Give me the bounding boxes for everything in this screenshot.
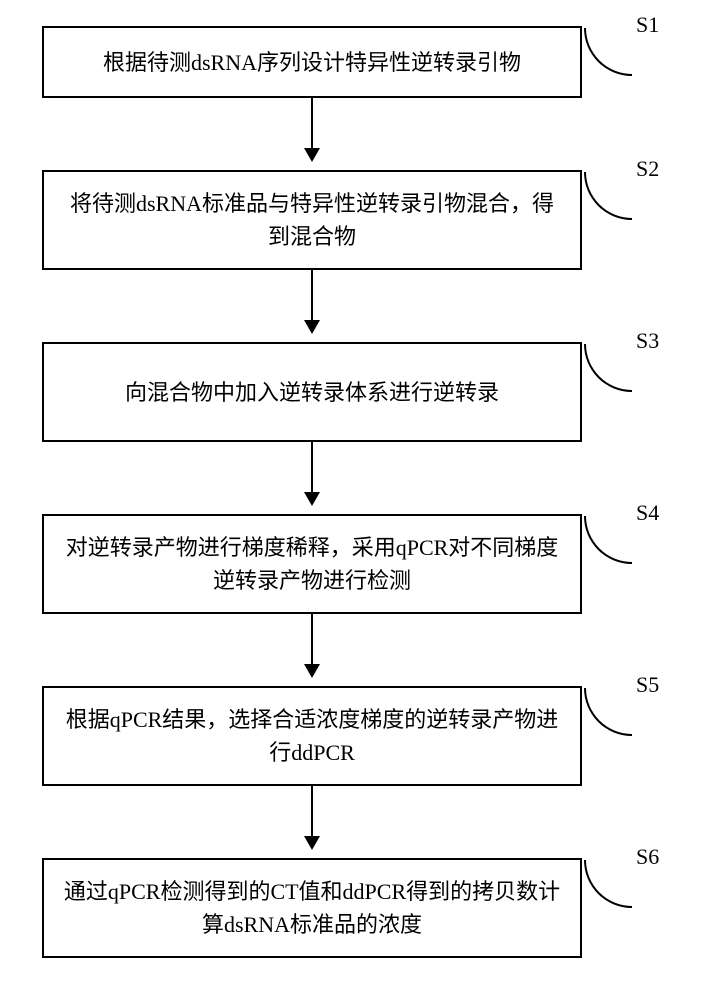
- arrow-5-6: [311, 786, 313, 848]
- step-box-s5: 根据qPCR结果，选择合适浓度梯度的逆转录产物进行ddPCR: [42, 686, 582, 786]
- label-arc-s1: [584, 28, 632, 76]
- label-arc-s6: [584, 860, 632, 908]
- step-label-s4: S4: [636, 500, 659, 526]
- label-arc-s4: [584, 516, 632, 564]
- step-label-s5: S5: [636, 672, 659, 698]
- flowchart-container: 根据待测dsRNA序列设计特异性逆转录引物 S1 将待测dsRNA标准品与特异性…: [0, 0, 709, 1000]
- step-box-s6: 通过qPCR检测得到的CT值和ddPCR得到的拷贝数计算dsRNA标准品的浓度: [42, 858, 582, 958]
- step-box-s4: 对逆转录产物进行梯度稀释，采用qPCR对不同梯度逆转录产物进行检测: [42, 514, 582, 614]
- arrow-4-5: [311, 614, 313, 676]
- label-arc-s3: [584, 344, 632, 392]
- step-text-s6: 通过qPCR检测得到的CT值和ddPCR得到的拷贝数计算dsRNA标准品的浓度: [60, 875, 564, 941]
- step-label-s6: S6: [636, 844, 659, 870]
- step-box-s3: 向混合物中加入逆转录体系进行逆转录: [42, 342, 582, 442]
- step-text-s4: 对逆转录产物进行梯度稀释，采用qPCR对不同梯度逆转录产物进行检测: [60, 531, 564, 597]
- step-text-s3: 向混合物中加入逆转录体系进行逆转录: [125, 376, 499, 409]
- arrow-3-4: [311, 442, 313, 504]
- step-text-s1: 根据待测dsRNA序列设计特异性逆转录引物: [103, 46, 521, 79]
- arrow-2-3: [311, 270, 313, 332]
- arrow-1-2: [311, 98, 313, 160]
- step-label-s2: S2: [636, 156, 659, 182]
- step-text-s5: 根据qPCR结果，选择合适浓度梯度的逆转录产物进行ddPCR: [60, 703, 564, 769]
- label-arc-s5: [584, 688, 632, 736]
- step-label-s3: S3: [636, 328, 659, 354]
- step-box-s2: 将待测dsRNA标准品与特异性逆转录引物混合，得到混合物: [42, 170, 582, 270]
- step-box-s1: 根据待测dsRNA序列设计特异性逆转录引物: [42, 26, 582, 98]
- step-text-s2: 将待测dsRNA标准品与特异性逆转录引物混合，得到混合物: [60, 187, 564, 253]
- label-arc-s2: [584, 172, 632, 220]
- step-label-s1: S1: [636, 12, 659, 38]
